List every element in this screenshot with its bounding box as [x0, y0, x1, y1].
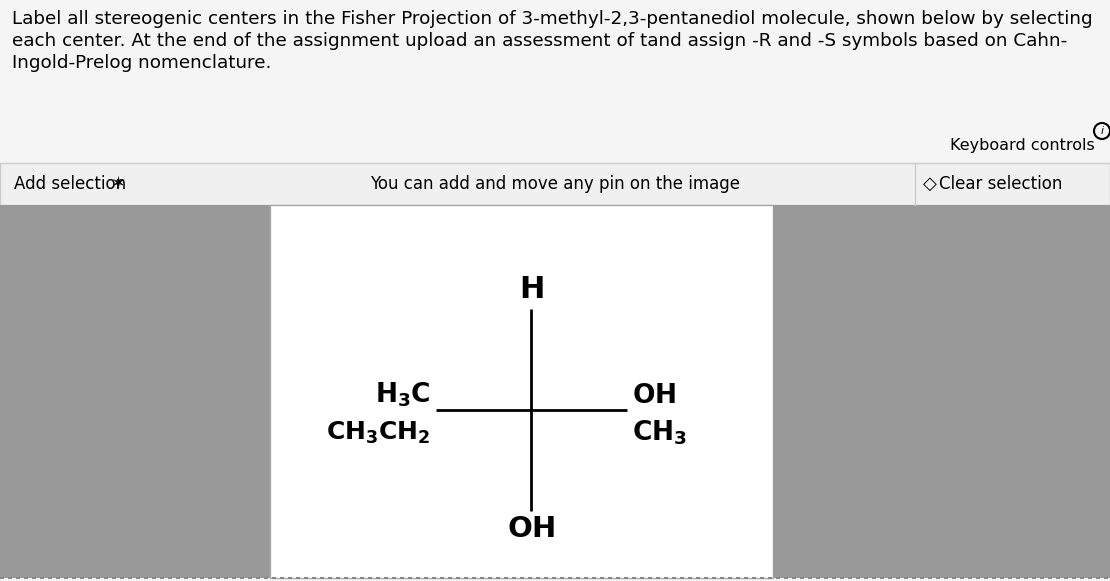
Text: Clear selection: Clear selection: [939, 175, 1062, 193]
Text: Keyboard controls: Keyboard controls: [950, 138, 1094, 153]
Text: $\mathbf{OH}$: $\mathbf{OH}$: [507, 515, 555, 543]
Text: Label all stereogenic centers in the Fisher Projection of 3-methyl-2,3-pentanedi: Label all stereogenic centers in the Fis…: [12, 10, 1092, 28]
Text: Ingold-Prelog nomenclature.: Ingold-Prelog nomenclature.: [12, 54, 271, 72]
Text: ✶: ✶: [110, 175, 125, 193]
Bar: [0, 163, 1110, 205]
Text: $\mathbf{CH_3}$: $\mathbf{CH_3}$: [632, 418, 687, 447]
Text: $\mathbf{OH}$: $\mathbf{OH}$: [632, 383, 676, 408]
Bar: [0, 205, 270, 578]
Text: $\mathbf{CH_3CH_2}$: $\mathbf{CH_3CH_2}$: [326, 419, 431, 446]
Text: ◇: ◇: [922, 175, 937, 193]
Text: $\mathbf{H_3C}$: $\mathbf{H_3C}$: [375, 381, 431, 410]
Text: each center. At the end of the assignment upload an assessment of tand assign -R: each center. At the end of the assignmen…: [12, 32, 1067, 50]
Text: You can add and move any pin on the image: You can add and move any pin on the imag…: [370, 175, 740, 193]
Bar: [270, 205, 773, 578]
Text: Add selection: Add selection: [14, 175, 127, 193]
Text: i: i: [1100, 126, 1103, 136]
Text: $\mathbf{H}$: $\mathbf{H}$: [518, 274, 544, 306]
Bar: [773, 205, 1110, 578]
